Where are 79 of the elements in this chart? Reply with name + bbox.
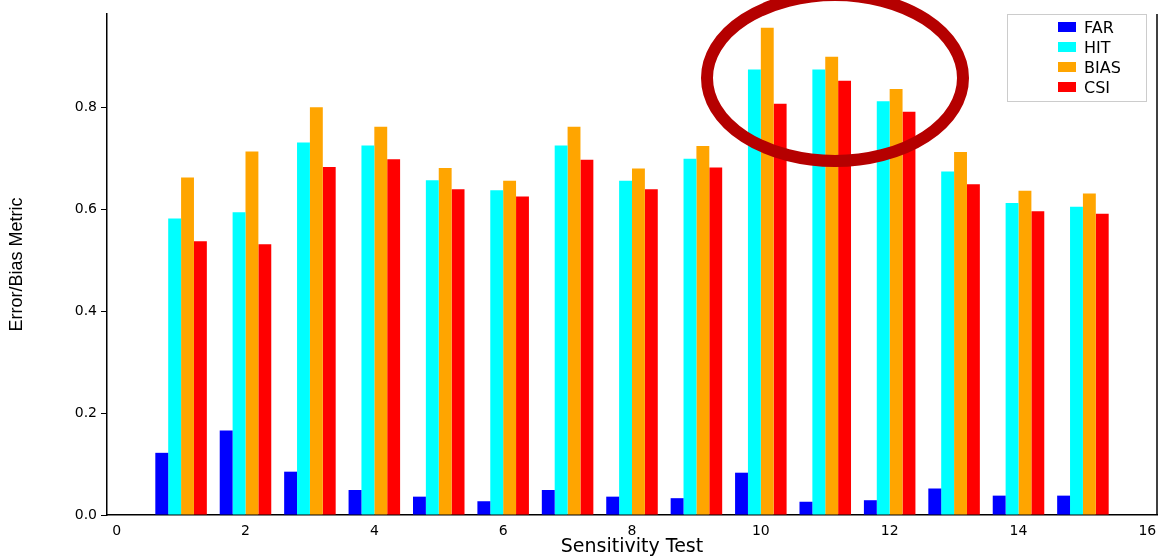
bar (838, 80, 852, 515)
bar (773, 103, 787, 515)
bar (284, 471, 298, 515)
bar (567, 126, 581, 515)
bar (644, 189, 658, 515)
bar (1018, 190, 1032, 515)
bar (954, 152, 967, 515)
legend-label: BIAS (1084, 57, 1121, 77)
bar (1095, 213, 1109, 515)
bar (297, 142, 310, 515)
bar (632, 168, 645, 515)
bar (245, 151, 259, 515)
bar (1057, 495, 1071, 515)
x-tick-label: 8 (627, 522, 637, 539)
x-tick-label: 12 (880, 522, 899, 539)
bar (193, 241, 207, 515)
x-tick-label: 0 (112, 522, 122, 539)
x-tick-label: 4 (369, 522, 379, 539)
bar (902, 111, 916, 515)
bar (232, 212, 246, 515)
bar (928, 488, 942, 515)
legend-label: FAR (1084, 17, 1114, 37)
bar (168, 218, 182, 515)
bar (863, 500, 877, 515)
y-tick-label: 0.8 (74, 97, 97, 114)
bar (1005, 203, 1019, 515)
bar (490, 190, 504, 515)
bar (348, 490, 362, 515)
x-tick-label: 16 (1138, 522, 1157, 539)
bar (309, 107, 323, 515)
bar (387, 159, 401, 515)
y-tick-label: 0.0 (74, 505, 97, 522)
bar (799, 501, 813, 515)
bar (825, 56, 839, 515)
bar (541, 490, 555, 515)
bar (876, 101, 890, 515)
bar (735, 472, 748, 515)
bar (696, 146, 710, 515)
bar (181, 177, 194, 515)
bar (606, 496, 620, 515)
bar (425, 180, 439, 515)
bar (374, 126, 388, 515)
bar (155, 452, 169, 515)
bar (1082, 193, 1096, 515)
bar (477, 501, 491, 515)
bar (760, 27, 774, 515)
y-tick-label: 0.6 (74, 199, 98, 216)
bar (747, 69, 761, 515)
bar (361, 145, 375, 515)
bar (438, 167, 452, 515)
bar (670, 498, 684, 515)
x-tick-label: 2 (241, 522, 250, 539)
bar (889, 88, 903, 515)
bar (941, 171, 955, 515)
bar (219, 430, 233, 515)
y-axis-title: Error/Bias Metric (5, 197, 26, 332)
bar (412, 496, 426, 515)
bar (503, 180, 517, 515)
bar (812, 69, 826, 515)
bar (1070, 206, 1083, 515)
bar (322, 166, 336, 515)
x-tick-label: 14 (1009, 522, 1028, 539)
bar (992, 495, 1006, 515)
legend-label: HIT (1084, 37, 1111, 57)
bar (709, 167, 723, 515)
y-tick-label: 0.4 (74, 301, 98, 318)
bar (966, 184, 980, 515)
bar (683, 158, 697, 515)
bar (516, 196, 529, 515)
x-tick-label: 6 (498, 522, 508, 539)
legend-label: CSI (1084, 77, 1111, 97)
bar (580, 159, 594, 515)
bar (619, 180, 632, 515)
y-tick-label: 0.2 (74, 403, 97, 420)
x-tick-label: 10 (751, 522, 770, 539)
bar (1031, 211, 1045, 515)
bar (554, 145, 568, 515)
bar (258, 244, 272, 515)
bar (451, 189, 465, 515)
